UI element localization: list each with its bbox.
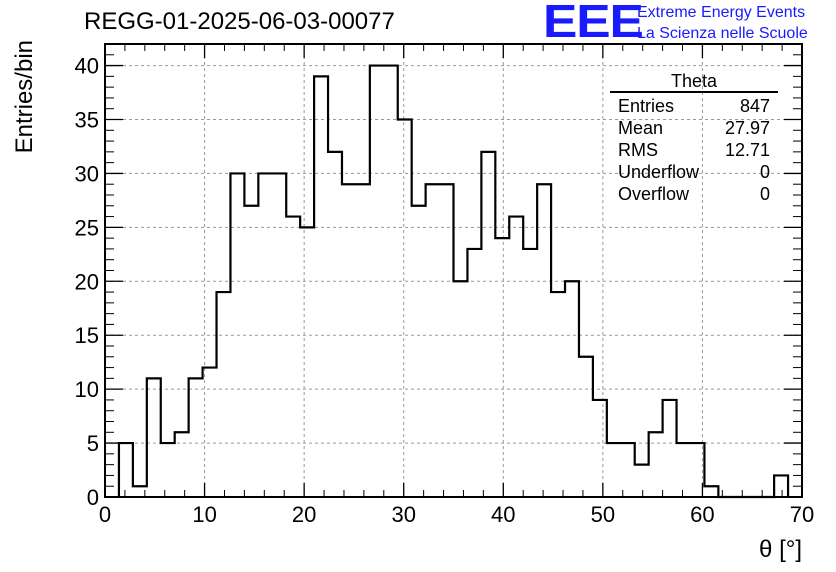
x-tick-label: 20 [292,502,316,527]
stats-value: 27.97 [724,118,770,138]
stats-label: Underflow [618,162,700,182]
stats-title: Theta [610,72,778,93]
y-tick-label: 30 [75,161,99,186]
x-tick-label: 10 [192,502,216,527]
y-axis-label: Entries/bin [11,40,38,153]
histogram-outline [117,64,790,499]
stats-label: RMS [618,140,658,160]
eee-logo: EEE [543,0,644,47]
y-tick-label: 10 [75,377,99,402]
x-tick-label: 0 [99,502,111,527]
x-tick-label: 70 [790,502,814,527]
tick-labels: 0 10 20 30 40 50 60 70 0 5 10 15 20 25 30 35 40 [75,54,815,527]
org-name-line2: La Scienza nelle Scuole [637,25,808,42]
y-tick-label: 5 [87,431,99,456]
x-axis-label: θ [°] [759,536,802,563]
stats-row-rms: RMS 12.71 [610,139,778,161]
y-tick-label: 40 [75,54,99,79]
stats-value: 847 [739,96,770,116]
y-tick-label: 20 [75,269,99,294]
run-title: REGG-01-2025-06-03-00077 [84,8,395,35]
x-tick-label: 50 [591,502,615,527]
stats-row-overflow: Overflow 0 [610,183,778,205]
stats-row-mean: Mean 27.97 [610,117,778,139]
x-tick-label: 60 [690,502,714,527]
y-tick-label: 25 [75,215,99,240]
stats-value: 0 [759,162,770,182]
org-name-line1: Extreme Energy Events [637,4,806,21]
y-tick-label: 0 [87,485,99,510]
x-tick-label: 30 [391,502,415,527]
stats-value: 0 [759,184,770,204]
x-tick-label: 40 [491,502,515,527]
y-tick-label: 35 [75,108,99,133]
stats-row-entries: Entries 847 [610,95,778,117]
stats-label: Mean [618,118,664,138]
stats-box: Theta Entries 847 Mean 27.97 RMS 12.71 U… [610,72,778,205]
stats-row-underflow: Underflow 0 [610,161,778,183]
stats-label: Entries [618,96,675,116]
axis-ticks [104,44,803,498]
stats-label: Overflow [618,184,690,204]
stats-value: 12.71 [724,140,770,160]
y-tick-label: 15 [75,323,99,348]
